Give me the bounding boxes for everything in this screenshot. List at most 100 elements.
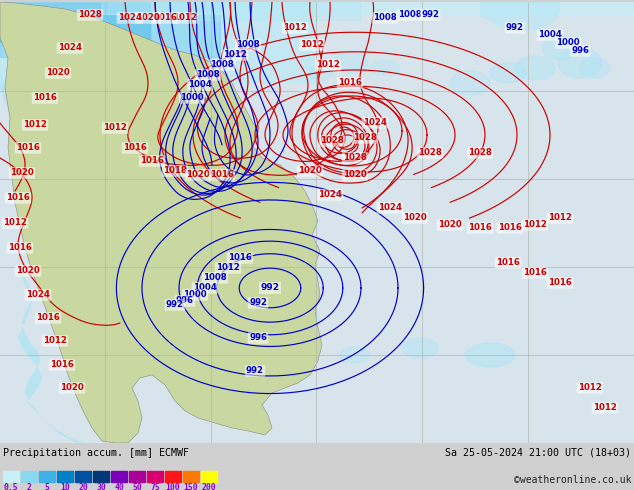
Bar: [201, 471, 217, 482]
Text: 1004: 1004: [188, 80, 212, 90]
Ellipse shape: [490, 63, 526, 83]
Bar: [129, 471, 145, 482]
Text: 30: 30: [96, 483, 106, 490]
Bar: [111, 471, 127, 482]
Ellipse shape: [542, 36, 578, 60]
Bar: [200, 2, 360, 20]
Text: Precipitation accum. [mm] ECMWF: Precipitation accum. [mm] ECMWF: [3, 448, 189, 458]
Text: 1012: 1012: [300, 41, 324, 49]
Bar: [183, 471, 199, 482]
Text: 1016: 1016: [228, 253, 252, 263]
Ellipse shape: [465, 343, 515, 367]
Text: 2: 2: [27, 483, 32, 490]
Ellipse shape: [450, 71, 490, 95]
Ellipse shape: [300, 311, 320, 325]
Text: 1020: 1020: [46, 69, 70, 77]
Polygon shape: [215, 251, 272, 338]
Polygon shape: [480, 2, 560, 32]
Bar: [0, 2, 100, 27]
Bar: [93, 471, 109, 482]
Text: 1012: 1012: [173, 13, 197, 23]
Text: 1020: 1020: [298, 167, 322, 175]
Text: 1016: 1016: [468, 223, 492, 232]
Text: 1020: 1020: [16, 267, 40, 275]
Text: 992: 992: [166, 300, 184, 310]
Text: 1016: 1016: [210, 171, 234, 179]
Text: 1028: 1028: [78, 10, 102, 20]
Text: 1012: 1012: [316, 60, 340, 70]
Text: 1012: 1012: [216, 264, 240, 272]
Text: 1018: 1018: [163, 167, 187, 175]
Ellipse shape: [332, 53, 368, 73]
Text: 1028: 1028: [353, 133, 377, 143]
Text: 992: 992: [506, 24, 524, 32]
Text: Sa 25-05-2024 21:00 UTC (18+03): Sa 25-05-2024 21:00 UTC (18+03): [445, 448, 631, 458]
Ellipse shape: [308, 65, 332, 81]
Text: 200: 200: [202, 483, 216, 490]
Text: 1024: 1024: [58, 44, 82, 52]
Text: 1024: 1024: [363, 119, 387, 127]
Text: 1012: 1012: [593, 403, 617, 413]
Text: 1012: 1012: [578, 384, 602, 392]
Text: 1020: 1020: [343, 171, 367, 179]
Bar: [0, 2, 150, 42]
Polygon shape: [0, 2, 322, 443]
Text: 1012: 1012: [43, 337, 67, 345]
Text: 10: 10: [60, 483, 70, 490]
Text: 1016: 1016: [498, 223, 522, 232]
Text: 5: 5: [44, 483, 49, 490]
Text: 0.5: 0.5: [4, 483, 18, 490]
Text: 1028: 1028: [343, 153, 367, 163]
Bar: [0, 2, 634, 14]
Text: 996: 996: [249, 334, 267, 343]
Text: 1020: 1020: [438, 220, 462, 229]
Text: 1020: 1020: [403, 214, 427, 222]
Text: 1016: 1016: [33, 94, 57, 102]
Text: 992: 992: [249, 298, 267, 307]
Ellipse shape: [370, 60, 400, 76]
Ellipse shape: [558, 48, 602, 78]
Text: 1004: 1004: [538, 30, 562, 40]
Ellipse shape: [515, 56, 555, 80]
Text: 1028: 1028: [468, 148, 492, 157]
Ellipse shape: [283, 320, 307, 336]
Text: 1008: 1008: [196, 71, 220, 79]
Text: 50: 50: [132, 483, 142, 490]
Text: 1016: 1016: [16, 144, 40, 152]
Text: 1024: 1024: [318, 191, 342, 199]
Text: 992: 992: [421, 10, 439, 20]
Ellipse shape: [340, 347, 370, 363]
Text: 1028: 1028: [418, 148, 442, 157]
Text: 1000: 1000: [183, 291, 207, 299]
Bar: [21, 471, 37, 482]
Text: 992: 992: [246, 367, 264, 375]
Ellipse shape: [402, 338, 438, 358]
Text: 1024: 1024: [118, 13, 142, 23]
Text: 1012: 1012: [3, 219, 27, 227]
Text: 1008: 1008: [373, 13, 397, 23]
Text: 1016: 1016: [8, 244, 32, 252]
Bar: [165, 471, 181, 482]
Text: 1016: 1016: [123, 144, 147, 152]
Text: 1016: 1016: [548, 278, 572, 288]
Text: 1000: 1000: [556, 38, 580, 48]
Text: 40: 40: [114, 483, 124, 490]
Text: 1012: 1012: [523, 220, 547, 229]
Text: 1020: 1020: [136, 13, 160, 23]
Bar: [57, 471, 73, 482]
Text: 992: 992: [261, 283, 280, 293]
Text: 20: 20: [78, 483, 88, 490]
Text: 996: 996: [176, 296, 194, 305]
Text: 1020: 1020: [186, 171, 210, 179]
Ellipse shape: [580, 58, 610, 78]
Text: 1016: 1016: [523, 269, 547, 277]
Text: 1028: 1028: [320, 136, 344, 146]
Text: 1016: 1016: [6, 194, 30, 202]
Polygon shape: [225, 278, 265, 327]
Text: ©weatheronline.co.uk: ©weatheronline.co.uk: [514, 475, 631, 485]
Bar: [147, 471, 163, 482]
Text: 1020: 1020: [60, 384, 84, 392]
Text: 1012: 1012: [223, 50, 247, 59]
Text: 150: 150: [184, 483, 198, 490]
Text: 1008: 1008: [398, 10, 422, 20]
